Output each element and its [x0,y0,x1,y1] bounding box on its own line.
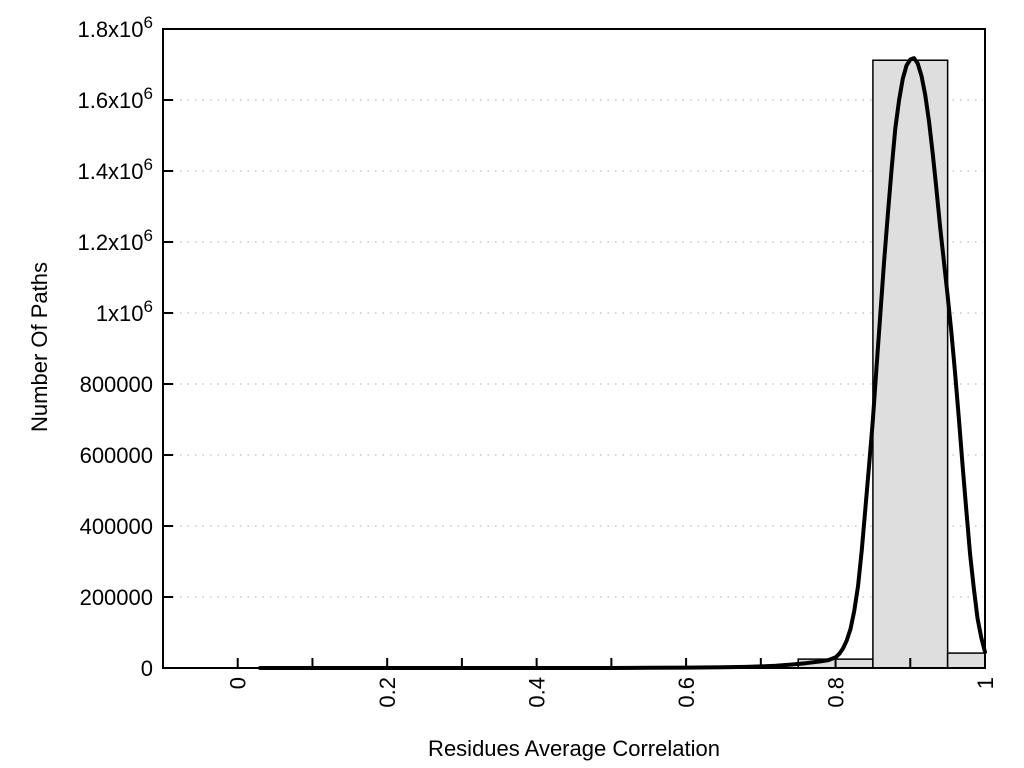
plot-border [162,28,986,669]
x-tick-label: 0.6 [674,677,699,708]
histogram-bar [872,59,949,669]
y-tick-label: 1.8x106 [77,13,153,42]
y-tick-label: 1.2x106 [77,226,153,255]
y-axis-title: Number Of Paths [27,262,52,432]
y-tick-label: 800000 [80,372,153,397]
x-tick-label: 0 [226,677,251,689]
y-tick-label: 600000 [80,443,153,468]
y-tick-label: 1x106 [96,297,153,326]
x-tick-label: 0.8 [824,677,849,708]
x-axis-title: Residues Average Correlation [428,736,720,761]
fit-curve [258,56,987,670]
x-tick-label: 0.4 [525,677,550,708]
x-tick-label: 0.2 [375,677,400,708]
y-tick-label: 0 [141,656,153,681]
histogram-bar [946,652,986,669]
y-tick-label: 200000 [80,585,153,610]
x-tick-label: 1 [973,677,998,689]
y-tick-label: 400000 [80,514,153,539]
y-tick-label: 1.6x106 [77,84,153,113]
y-tick-label: 1.4x106 [77,155,153,184]
